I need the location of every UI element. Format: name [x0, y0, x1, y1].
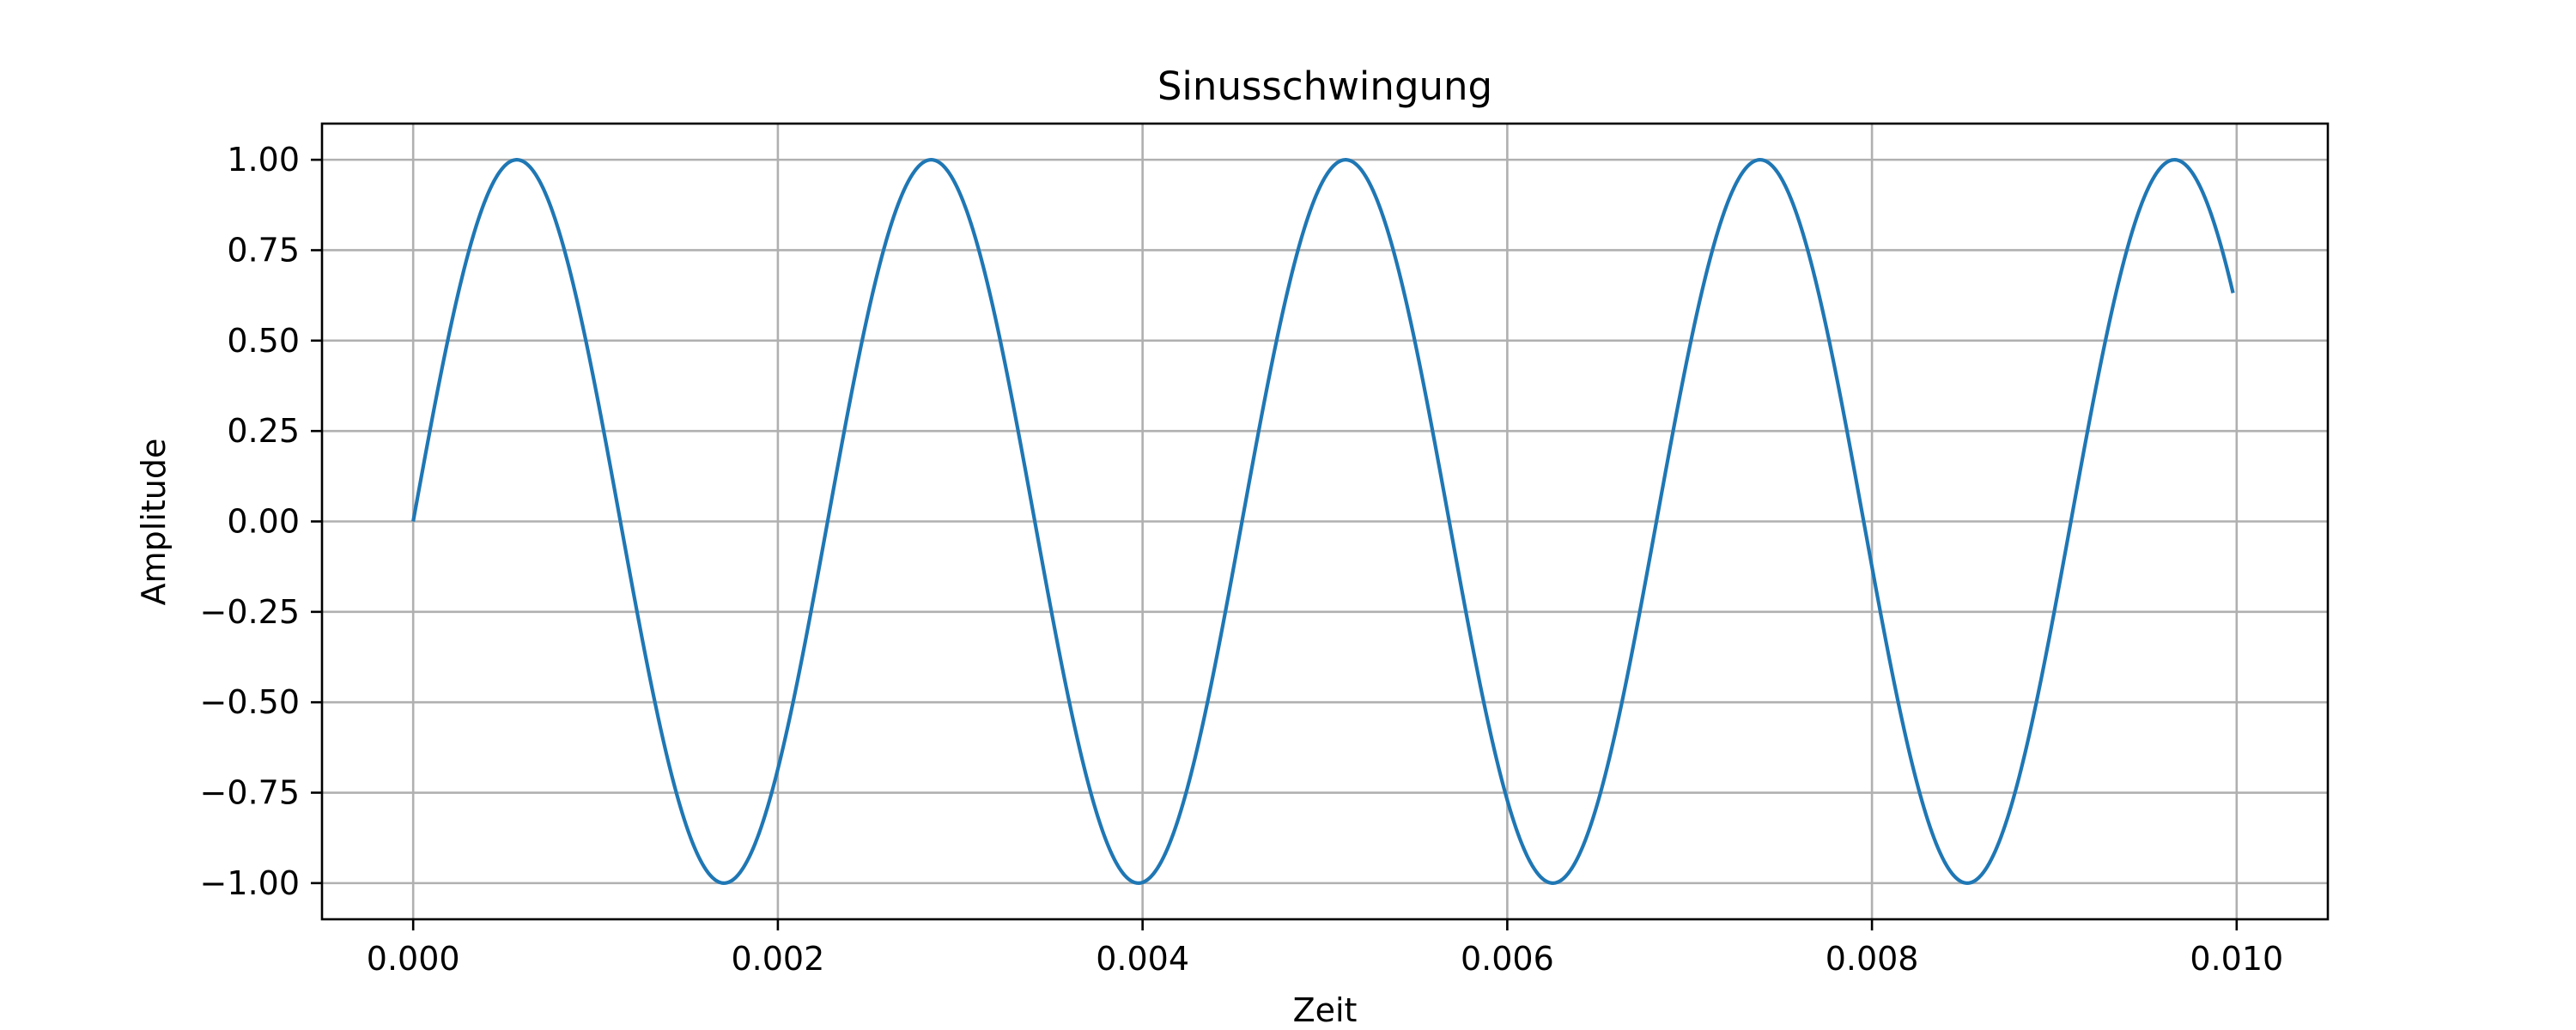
y-tick-label: 0.75	[227, 231, 300, 269]
y-tick-label: 1.00	[227, 141, 300, 179]
x-tick-label: 0.006	[1461, 940, 1554, 978]
y-tick-label: −0.75	[200, 774, 300, 812]
y-tick-label: 0.00	[227, 503, 300, 541]
x-axis-label: Zeit	[1293, 991, 1358, 1029]
x-axis: 0.000 0.002 0.004 0.006 0.008 0.010	[367, 919, 2283, 978]
y-tick-label: 0.25	[227, 412, 300, 450]
chart-title: Sinusschwingung	[1157, 64, 1492, 109]
y-tick-label: 0.50	[227, 322, 300, 360]
y-axis-label: Amplitude	[135, 439, 173, 606]
series-line-sine	[411, 158, 2235, 885]
series-layer	[411, 158, 2235, 885]
y-tick-label: −0.50	[200, 683, 300, 721]
x-tick-label: 0.002	[732, 940, 825, 978]
x-tick-label: 0.010	[2190, 940, 2283, 978]
x-tick-label: 0.004	[1096, 940, 1189, 978]
y-axis: 1.00 0.75 0.50 0.25 0.00 −0.25 −0.50 −0.75 −1.00	[200, 141, 322, 902]
x-tick-label: 0.008	[1826, 940, 1919, 978]
y-tick-label: −1.00	[200, 864, 300, 902]
grid	[322, 124, 2328, 919]
y-tick-label: −0.25	[200, 593, 300, 631]
x-tick-label: 0.000	[367, 940, 460, 978]
